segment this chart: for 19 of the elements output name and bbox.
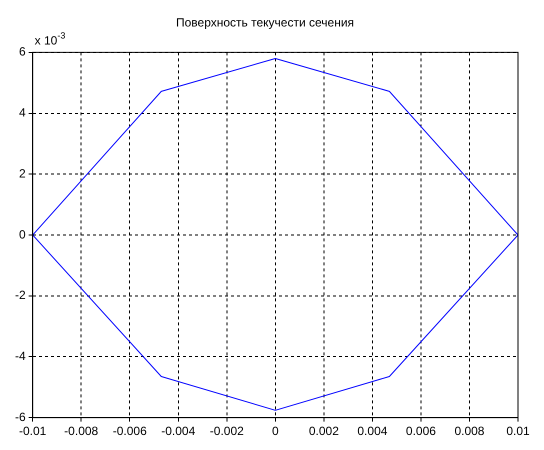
- y-tick-label: -6: [15, 410, 26, 424]
- x-tick-label: 0.006: [406, 424, 436, 438]
- x-tick-label: -0.006: [112, 424, 148, 438]
- y-tick-label: 2: [18, 166, 26, 180]
- chart-title: Поверхность текучести сечения: [176, 16, 354, 30]
- x-tick-label: -0.008: [64, 424, 99, 438]
- x-tick-label: 0.008: [454, 424, 485, 438]
- x-tick-label: -0.01: [18, 424, 47, 438]
- y-tick-label: -2: [15, 288, 26, 302]
- x-tick-label: 0.01: [506, 424, 530, 438]
- y-tick-label: -4: [15, 349, 26, 364]
- y-tick-label: 4: [18, 106, 26, 120]
- y-tick-label: 6: [18, 44, 26, 59]
- x-tick-label: 0.004: [357, 424, 388, 438]
- y-tick-label: 0: [18, 227, 26, 242]
- x-tick-label: 0.002: [308, 424, 340, 438]
- x-tick-label: 0: [272, 424, 279, 438]
- x-tick-label: -0.004: [161, 424, 196, 438]
- x-tick-label: -0.002: [210, 424, 244, 438]
